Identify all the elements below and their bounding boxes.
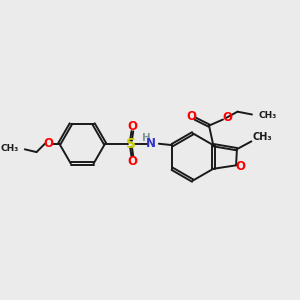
Text: S: S [126,137,136,151]
Text: O: O [128,155,137,168]
Text: H: H [142,133,151,142]
Text: CH₃: CH₃ [0,144,19,153]
Text: O: O [43,137,53,150]
Text: O: O [186,110,196,123]
Text: O: O [128,120,137,133]
Text: CH₃: CH₃ [258,111,276,120]
Text: O: O [236,160,246,173]
Text: N: N [146,137,156,150]
Text: O: O [222,111,232,124]
Text: CH₃: CH₃ [253,132,272,142]
